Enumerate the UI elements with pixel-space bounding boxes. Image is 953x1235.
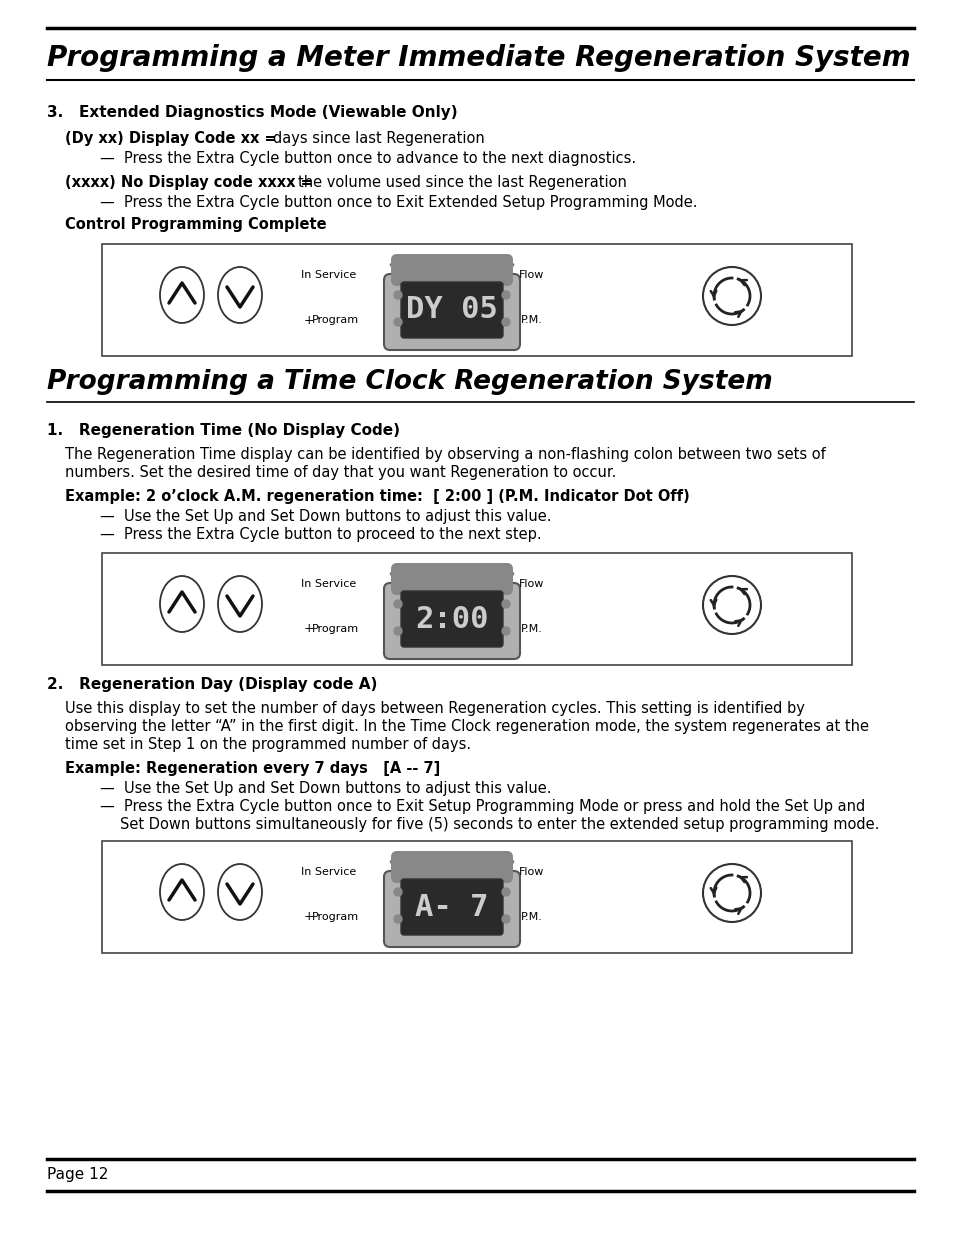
Text: +: + — [303, 622, 314, 636]
Text: numbers. Set the desired time of day that you want Regeneration to occur.: numbers. Set the desired time of day tha… — [65, 464, 616, 479]
FancyBboxPatch shape — [400, 282, 502, 338]
Text: Example: Regeneration every 7 days   [A -- 7]: Example: Regeneration every 7 days [A --… — [65, 762, 439, 777]
Circle shape — [501, 291, 510, 299]
Ellipse shape — [702, 864, 760, 923]
Circle shape — [501, 888, 510, 897]
Ellipse shape — [160, 267, 204, 324]
FancyBboxPatch shape — [391, 254, 513, 287]
FancyBboxPatch shape — [384, 583, 519, 659]
FancyBboxPatch shape — [391, 563, 513, 595]
Text: Flow: Flow — [518, 270, 544, 280]
Text: 2:00: 2:00 — [415, 604, 488, 634]
Text: Use this display to set the number of days between Regeneration cycles. This set: Use this display to set the number of da… — [65, 701, 804, 716]
FancyBboxPatch shape — [391, 851, 513, 883]
Circle shape — [501, 627, 510, 635]
Circle shape — [394, 600, 401, 608]
Ellipse shape — [702, 576, 760, 634]
Ellipse shape — [702, 267, 760, 325]
Text: observing the letter “A” in the first digit. In the Time Clock regeneration mode: observing the letter “A” in the first di… — [65, 720, 868, 735]
Text: P.M.: P.M. — [520, 911, 542, 923]
Text: 2.   Regeneration Day (Display code A): 2. Regeneration Day (Display code A) — [47, 678, 377, 693]
Polygon shape — [390, 264, 514, 284]
Ellipse shape — [218, 864, 262, 920]
Text: Page 12: Page 12 — [47, 1167, 109, 1182]
Text: Program: Program — [311, 911, 358, 923]
Ellipse shape — [160, 576, 204, 632]
Circle shape — [394, 627, 401, 635]
FancyBboxPatch shape — [102, 553, 851, 664]
Text: Set Down buttons simultaneously for five (5) seconds to enter the extended setup: Set Down buttons simultaneously for five… — [120, 818, 879, 832]
Text: P.M.: P.M. — [520, 624, 542, 634]
Ellipse shape — [160, 864, 204, 920]
Text: —  Press the Extra Cycle button once to Exit Extended Setup Programming Mode.: — Press the Extra Cycle button once to E… — [100, 195, 697, 210]
Circle shape — [501, 915, 510, 923]
Text: —  Press the Extra Cycle button once to Exit Setup Programming Mode or press and: — Press the Extra Cycle button once to E… — [100, 799, 864, 815]
Circle shape — [394, 915, 401, 923]
Text: —  Use the Set Up and Set Down buttons to adjust this value.: — Use the Set Up and Set Down buttons to… — [100, 782, 551, 797]
Text: Program: Program — [311, 624, 358, 634]
Text: time set in Step 1 on the programmed number of days.: time set in Step 1 on the programmed num… — [65, 737, 471, 752]
Text: In Service: In Service — [301, 867, 356, 877]
Ellipse shape — [218, 576, 262, 632]
Circle shape — [394, 317, 401, 326]
Circle shape — [501, 600, 510, 608]
Text: A- 7: A- 7 — [415, 893, 488, 921]
Text: Programming a Time Clock Regeneration System: Programming a Time Clock Regeneration Sy… — [47, 369, 772, 395]
Text: Flow: Flow — [518, 579, 544, 589]
Text: (xxxx) No Display code xxxx =: (xxxx) No Display code xxxx = — [65, 175, 317, 190]
Text: In Service: In Service — [301, 579, 356, 589]
FancyBboxPatch shape — [384, 871, 519, 947]
Circle shape — [394, 291, 401, 299]
Text: P.M.: P.M. — [520, 315, 542, 325]
FancyBboxPatch shape — [400, 592, 502, 647]
Text: 3.   Extended Diagnostics Mode (Viewable Only): 3. Extended Diagnostics Mode (Viewable O… — [47, 105, 457, 121]
FancyBboxPatch shape — [384, 274, 519, 350]
Text: days since last Regeneration: days since last Regeneration — [273, 131, 484, 147]
Text: —  Press the Extra Cycle button once to advance to the next diagnostics.: — Press the Extra Cycle button once to a… — [100, 152, 636, 167]
Text: 1.   Regeneration Time (No Display Code): 1. Regeneration Time (No Display Code) — [47, 422, 399, 437]
Text: Programming a Meter Immediate Regeneration System: Programming a Meter Immediate Regenerati… — [47, 44, 910, 72]
Text: the volume used since the last Regeneration: the volume used since the last Regenerat… — [297, 175, 626, 190]
Text: —  Use the Set Up and Set Down buttons to adjust this value.: — Use the Set Up and Set Down buttons to… — [100, 509, 551, 524]
FancyBboxPatch shape — [102, 841, 851, 953]
Text: +: + — [303, 314, 314, 326]
FancyBboxPatch shape — [400, 879, 502, 935]
Text: Control Programming Complete: Control Programming Complete — [65, 217, 326, 232]
Text: (Dy xx) Display Code xx =: (Dy xx) Display Code xx = — [65, 131, 281, 147]
Text: DY 05: DY 05 — [406, 295, 497, 325]
Text: Program: Program — [311, 315, 358, 325]
Text: In Service: In Service — [301, 270, 356, 280]
FancyBboxPatch shape — [102, 245, 851, 356]
Text: Example: 2 o’clock A.M. regeneration time:  [ 2:00 ] (P.M. Indicator Dot Off): Example: 2 o’clock A.M. regeneration tim… — [65, 489, 689, 504]
Circle shape — [394, 888, 401, 897]
Text: Flow: Flow — [518, 867, 544, 877]
Text: —  Press the Extra Cycle button to proceed to the next step.: — Press the Extra Cycle button to procee… — [100, 526, 541, 541]
Ellipse shape — [218, 267, 262, 324]
Text: The Regeneration Time display can be identified by observing a non-flashing colo: The Regeneration Time display can be ide… — [65, 447, 825, 462]
Text: +: + — [303, 910, 314, 924]
Polygon shape — [390, 861, 514, 881]
Polygon shape — [390, 573, 514, 593]
Circle shape — [501, 317, 510, 326]
